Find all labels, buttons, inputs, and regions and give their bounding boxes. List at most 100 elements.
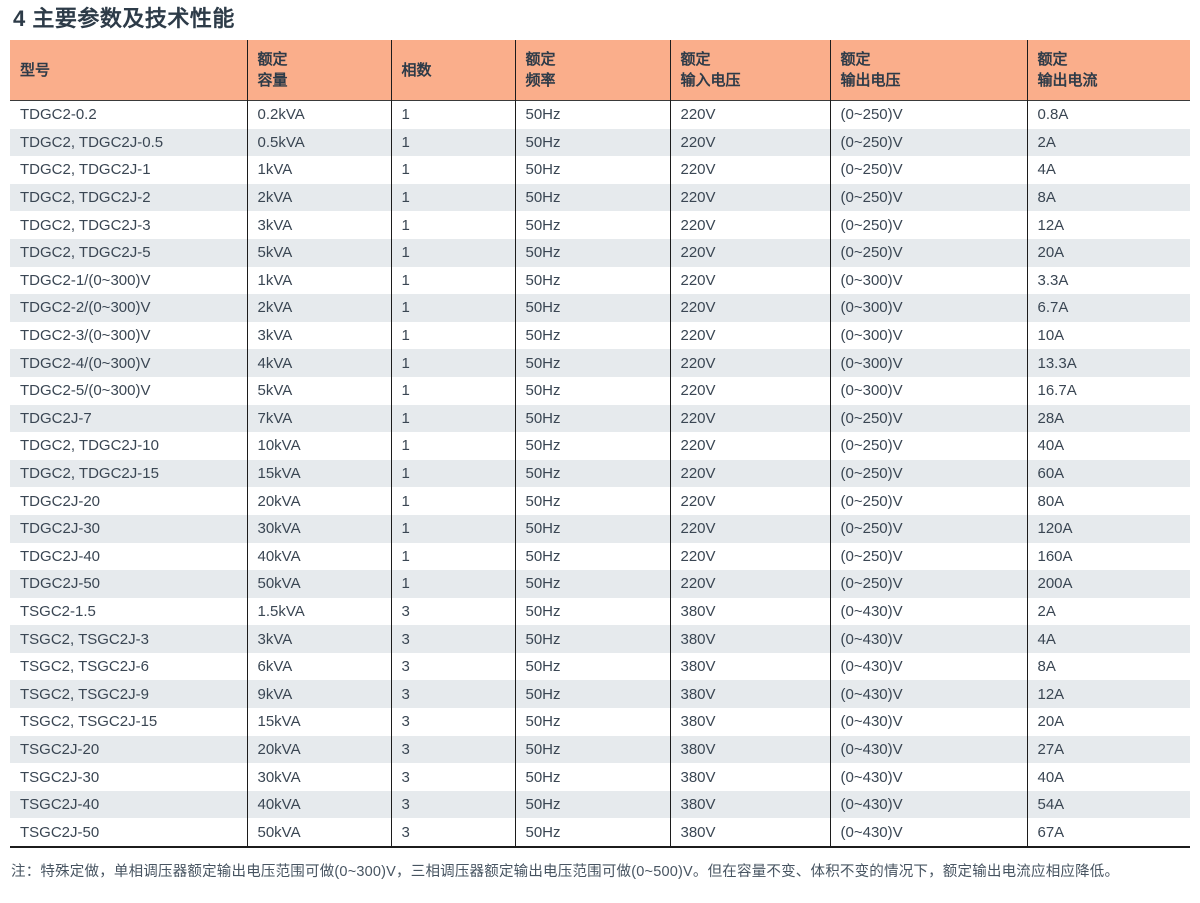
table-cell: 1 [391, 183, 516, 212]
table-cell: 220V [670, 349, 831, 377]
table-row: TDGC2J-40 40kVA 1 50Hz 220V (0~250)V 160A [10, 542, 1190, 571]
table-cell: 1 [391, 404, 516, 433]
table-cell: 5kVA [247, 238, 392, 267]
column-header-line: 额定 [680, 51, 711, 68]
table-cell: 220V [670, 128, 831, 157]
table-cell: TDGC2-5/(0~300)V [10, 376, 248, 405]
table-cell: 0.2kVA [247, 100, 392, 129]
table-row: TSGC2J-30 30kVA 3 50Hz 380V (0~430)V 40A [10, 763, 1190, 791]
table-cell: (0~250)V [830, 156, 1028, 184]
table-row: TDGC2-5/(0~300)V 5kVA 1 50Hz 220V (0~300)V 16.… [10, 376, 1190, 405]
table-cell: 220V [670, 238, 831, 267]
table-cell: 50Hz [515, 211, 671, 239]
table-cell: 380V [670, 625, 831, 653]
table-cell: TDGC2, TDGC2J-1 [10, 156, 248, 184]
table-cell: TDGC2, TDGC2J-15 [10, 459, 248, 488]
table-row: TDGC2, TDGC2J-3 3kVA 1 50Hz 220V (0~250)V 12A [10, 211, 1190, 239]
table-cell: 50kVA [247, 818, 392, 848]
column-header: 额定 频率 [515, 40, 671, 101]
table-cell: 50Hz [515, 432, 671, 460]
table-cell: 220V [670, 183, 831, 212]
table-cell: (0~250)V [830, 570, 1028, 598]
table-cell: TDGC2, TDGC2J-10 [10, 432, 248, 460]
table-cell: 4A [1037, 630, 1056, 648]
table-cell: 3kVA [247, 625, 392, 653]
table-cell: 12A [1037, 685, 1065, 703]
table-cell: 3.3A [1037, 271, 1069, 289]
table-cell: 1 [391, 376, 516, 405]
column-header: 额定 输入电压 [670, 40, 831, 101]
table-cell: (0~250)V [830, 238, 1028, 267]
table-cell: 220V [670, 266, 831, 295]
table-cell: 220V [670, 404, 831, 433]
table-cell: 50Hz [515, 156, 671, 184]
table-row: TDGC2J-20 20kVA 1 50Hz 220V (0~250)V 80A [10, 487, 1190, 515]
table-cell: 3 [391, 652, 516, 681]
table-cell: 3 [391, 818, 516, 848]
column-header-line: 输出电流 [1037, 72, 1098, 89]
table-cell: 380V [670, 680, 831, 709]
table-cell: 50kVA [247, 570, 392, 598]
table-cell: 1.5kVA [247, 597, 392, 626]
table-cell: 3kVA [247, 211, 392, 239]
table-cell: 50Hz [515, 321, 671, 350]
table-cell: 1 [391, 238, 516, 267]
table-cell: (0~430)V [830, 680, 1028, 709]
table-cell: 20kVA [247, 487, 392, 515]
column-header-line: 额定 [525, 51, 556, 68]
table-cell: (0~250)V [830, 542, 1028, 571]
table-cell: 50Hz [515, 680, 671, 709]
table-cell: 40A [1037, 768, 1065, 786]
page-title: 4 主要参数及技术性能 [13, 6, 235, 31]
column-header-line: 频率 [525, 72, 556, 89]
table-cell: 7kVA [247, 404, 392, 433]
table-cell: 1 [391, 432, 516, 460]
table-cell: 54A [1037, 796, 1065, 814]
table-cell: 1 [391, 349, 516, 377]
table-cell: 220V [670, 294, 831, 322]
table-cell: 27A [1037, 740, 1065, 758]
table-cell: 8A [1037, 189, 1056, 207]
table-cell: TDGC2-1/(0~300)V [10, 266, 248, 295]
table-cell: 120A [1037, 520, 1073, 538]
table-row: TDGC2-2/(0~300)V 2kVA 1 50Hz 220V (0~300)V 6.7… [10, 294, 1190, 322]
table-row: TDGC2-4/(0~300)V 4kVA 1 50Hz 220V (0~300)V 13.… [10, 349, 1190, 377]
table-cell: 50Hz [515, 404, 671, 433]
column-header-line: 额定 [1037, 51, 1068, 68]
table-cell: 3 [391, 597, 516, 626]
table-cell: 220V [670, 570, 831, 598]
table-cell: (0~250)V [830, 211, 1028, 239]
table-cell: (0~430)V [830, 625, 1028, 653]
column-header-line: 型号 [20, 61, 51, 79]
table-cell: (0~300)V [830, 321, 1028, 350]
table-cell: 3 [391, 790, 516, 819]
table-cell: 3 [391, 708, 516, 736]
column-header-line: 额定 [840, 51, 871, 68]
table-row: TSGC2-1.5 1.5kVA 3 50Hz 380V (0~430)V 2A [10, 597, 1190, 626]
table-cell: 1 [391, 128, 516, 157]
table-row: TDGC2-3/(0~300)V 3kVA 1 50Hz 220V (0~300)V 10A [10, 321, 1190, 350]
table-cell: 50Hz [515, 128, 671, 157]
table-row: TSGC2J-50 50kVA 3 50Hz 380V (0~430)V 67A [10, 818, 1190, 848]
column-header-line: 相数 [401, 61, 432, 79]
table-cell: 9kVA [247, 680, 392, 709]
table-cell: TSGC2J-20 [10, 735, 248, 764]
table-cell: TSGC2-1.5 [10, 597, 248, 626]
table-body: TDGC2-0.2 0.2kVA 1 50Hz 220V (0~250)V 0.8A TDGC… [10, 100, 1190, 848]
table-cell: TSGC2, TSGC2J-6 [10, 652, 248, 681]
table-cell: TDGC2J-50 [10, 570, 248, 598]
header-row: 型号 额定 容量 相数 额定 频率 额定 输入电压 额定 输出电压 额定 输出电流 [10, 40, 1190, 101]
table-cell: 50Hz [515, 100, 671, 129]
table-cell: 4kVA [247, 349, 392, 377]
table-cell: TDGC2-3/(0~300)V [10, 321, 248, 350]
table-cell: 50Hz [515, 625, 671, 653]
table-cell: TDGC2-4/(0~300)V [10, 349, 248, 377]
table-cell: 50Hz [515, 183, 671, 212]
table-row: TSGC2J-20 20kVA 3 50Hz 380V (0~430)V 27A [10, 735, 1190, 764]
table-cell: 8A [1037, 658, 1056, 676]
table-cell: (0~430)V [830, 708, 1028, 736]
table-cell: (0~430)V [830, 818, 1028, 848]
table-cell: 1 [391, 100, 516, 129]
table-cell: 80A [1037, 492, 1065, 510]
table-cell: 15kVA [247, 459, 392, 488]
